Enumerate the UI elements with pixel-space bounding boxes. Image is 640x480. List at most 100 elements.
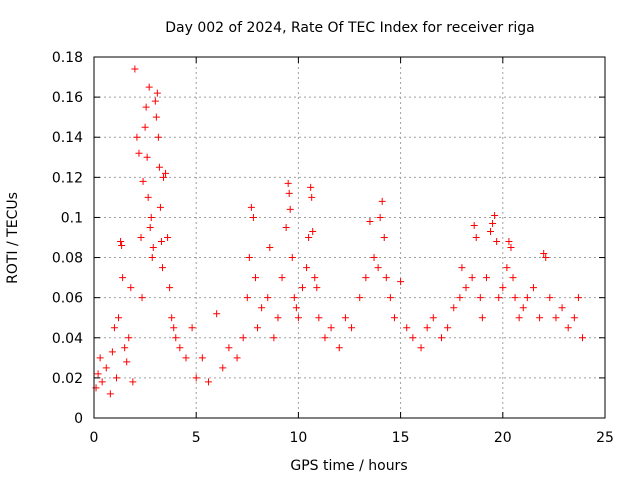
data-point bbox=[239, 334, 247, 342]
data-point bbox=[264, 294, 272, 302]
data-point bbox=[292, 304, 300, 312]
x-tick-label: 15 bbox=[392, 430, 410, 446]
data-point bbox=[390, 314, 398, 322]
data-point bbox=[245, 254, 253, 262]
data-point bbox=[282, 223, 290, 231]
data-point bbox=[450, 304, 458, 312]
data-point bbox=[131, 65, 139, 73]
data-point bbox=[108, 348, 116, 356]
data-point bbox=[168, 314, 176, 322]
data-point bbox=[133, 133, 141, 141]
data-point bbox=[162, 169, 170, 177]
data-point bbox=[376, 213, 384, 221]
data-point bbox=[409, 334, 417, 342]
data-point bbox=[540, 250, 548, 258]
data-points bbox=[92, 65, 587, 398]
data-point bbox=[491, 211, 499, 219]
data-point bbox=[499, 284, 507, 292]
data-point bbox=[493, 238, 501, 246]
data-point bbox=[143, 153, 151, 161]
x-tick-label: 20 bbox=[494, 430, 512, 446]
data-point bbox=[172, 334, 180, 342]
data-point bbox=[307, 183, 315, 191]
data-point bbox=[397, 278, 405, 286]
data-point bbox=[127, 284, 135, 292]
data-point bbox=[417, 344, 425, 352]
data-point bbox=[564, 324, 572, 332]
plot-frame bbox=[93, 56, 606, 419]
data-point bbox=[110, 324, 118, 332]
data-point bbox=[546, 294, 554, 302]
data-point bbox=[153, 89, 161, 97]
data-point bbox=[147, 213, 155, 221]
data-point bbox=[286, 205, 294, 213]
data-point bbox=[552, 314, 560, 322]
data-point bbox=[523, 294, 531, 302]
data-point bbox=[423, 324, 431, 332]
data-point bbox=[137, 234, 145, 241]
data-point bbox=[574, 294, 582, 302]
data-point bbox=[149, 244, 157, 252]
data-point bbox=[515, 314, 523, 322]
data-point bbox=[266, 244, 274, 252]
data-point bbox=[542, 254, 550, 262]
data-point bbox=[233, 354, 241, 362]
data-point bbox=[247, 203, 255, 211]
data-point bbox=[303, 264, 311, 272]
x-tick-label: 0 bbox=[90, 430, 99, 446]
data-point bbox=[159, 173, 167, 181]
data-point bbox=[96, 354, 104, 362]
x-axis-label: GPS time / hours bbox=[290, 458, 407, 474]
data-point bbox=[356, 294, 364, 302]
data-point bbox=[444, 324, 452, 332]
data-point bbox=[495, 294, 503, 302]
data-point bbox=[154, 133, 162, 141]
data-point bbox=[313, 284, 321, 292]
data-point bbox=[348, 324, 356, 332]
y-tick-label: 0.1 bbox=[61, 210, 83, 226]
y-axis-label: ROTI / TECUs bbox=[5, 192, 21, 284]
data-point bbox=[470, 221, 478, 229]
data-point bbox=[370, 254, 378, 262]
data-point bbox=[129, 378, 137, 386]
data-point bbox=[315, 314, 323, 322]
data-point bbox=[158, 264, 166, 272]
data-point bbox=[182, 354, 190, 362]
data-point bbox=[152, 113, 160, 121]
y-tick-label: 0.02 bbox=[52, 371, 83, 387]
data-point bbox=[251, 274, 259, 282]
data-point bbox=[151, 97, 159, 105]
data-point bbox=[166, 284, 174, 292]
data-point bbox=[503, 264, 511, 272]
data-point bbox=[213, 310, 221, 318]
axis-ticks: 0 0.02 0.04 0.06 0.08 0.1 0.12 0.14 0.16 0.18 0 5 10… bbox=[52, 50, 614, 446]
data-point bbox=[94, 370, 102, 378]
data-point bbox=[507, 244, 515, 252]
data-point bbox=[487, 227, 495, 235]
data-point bbox=[294, 314, 302, 322]
data-point bbox=[362, 274, 370, 282]
data-point bbox=[429, 314, 437, 322]
y-tick-label: 0 bbox=[74, 411, 83, 427]
y-tick-label: 0.18 bbox=[52, 50, 83, 66]
data-point bbox=[204, 378, 212, 386]
y-tick-label: 0.08 bbox=[52, 251, 83, 267]
data-point bbox=[511, 294, 519, 302]
data-point bbox=[118, 242, 126, 250]
chart-title: Day 002 of 2024, Rate Of TEC Index for r… bbox=[165, 20, 534, 36]
data-point bbox=[117, 238, 125, 246]
data-point bbox=[198, 354, 206, 362]
data-point bbox=[102, 364, 110, 372]
data-point bbox=[112, 374, 120, 382]
data-point bbox=[529, 284, 537, 292]
data-point bbox=[270, 334, 278, 342]
data-point bbox=[225, 344, 233, 352]
data-point bbox=[284, 179, 292, 187]
data-point bbox=[123, 358, 131, 366]
y-tick-label: 0.16 bbox=[52, 90, 83, 106]
data-point bbox=[308, 193, 316, 201]
y-tick-label: 0.04 bbox=[52, 331, 83, 347]
data-point bbox=[509, 274, 517, 282]
data-point bbox=[476, 294, 484, 302]
